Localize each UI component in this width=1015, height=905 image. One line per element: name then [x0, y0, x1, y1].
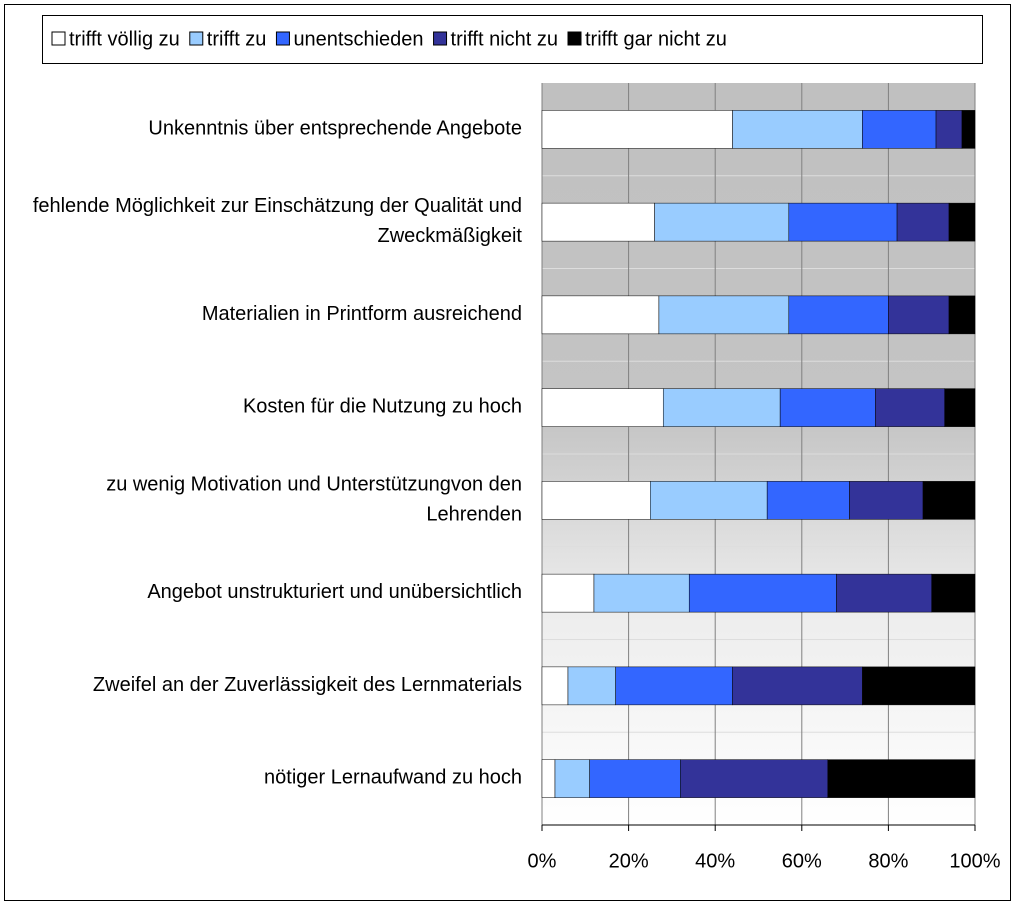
bar-segment — [788, 202, 898, 242]
legend-swatch — [189, 31, 204, 46]
legend-label: trifft völlig zu — [69, 28, 180, 50]
bar-segment — [788, 295, 889, 335]
bar-segment — [589, 759, 681, 798]
legend-swatch — [567, 31, 582, 46]
x-tick-label: 20% — [609, 850, 649, 872]
bar-segment — [836, 573, 932, 613]
bar-segment — [541, 295, 660, 335]
bar-segment — [541, 110, 733, 149]
bar-segment — [875, 388, 945, 427]
bar-segment — [779, 388, 876, 427]
bar-segment — [662, 388, 781, 427]
bar-segment — [554, 759, 590, 798]
legend-swatch — [51, 31, 66, 46]
y-tick-label: Materialien in Printform ausreichend — [202, 303, 522, 325]
bar-segment — [654, 202, 790, 242]
bar-segment — [931, 573, 976, 613]
bar-segment — [896, 202, 950, 242]
bar-segment — [593, 573, 690, 613]
bar-segment — [766, 481, 850, 520]
y-tick-label: Kosten für die Nutzung zu hoch — [243, 396, 522, 418]
legend-label: trifft zu — [207, 28, 267, 50]
bar-segment — [849, 481, 924, 520]
bar-segment — [935, 110, 963, 149]
legend-label: trifft nicht zu — [451, 28, 558, 50]
x-tick-label: 80% — [868, 850, 908, 872]
bar-segment — [680, 759, 829, 798]
x-tick-label: 60% — [782, 850, 822, 872]
y-tick-label: nötiger Lernaufwand zu hoch — [264, 767, 522, 789]
bar-segment — [732, 666, 863, 706]
bar-segment — [961, 110, 976, 149]
y-tick-label: zu wenig Motivation und Unterstützungvon… — [106, 474, 522, 526]
y-tick-label: Unkenntnis über entsprechende Angebote — [148, 118, 522, 140]
x-tick-label: 40% — [695, 850, 735, 872]
bar-segment — [862, 110, 937, 149]
bar-segment — [650, 481, 768, 520]
y-tick-label: Zweifel an der Zuverlässigkeit des Lernm… — [93, 674, 522, 696]
bar-segment — [567, 666, 616, 706]
legend-swatch — [433, 31, 448, 46]
bar-segment — [615, 666, 733, 706]
legend-label: unentschieden — [293, 28, 423, 50]
bar-segment — [948, 202, 976, 242]
bar-segment — [541, 202, 655, 242]
legend-label: trifft gar nicht zu — [585, 28, 727, 50]
legend-swatch — [275, 31, 290, 46]
bar-segment — [658, 295, 790, 335]
bar-segment — [541, 666, 569, 706]
bar-segment — [688, 573, 837, 613]
y-tick-label: Angebot unstrukturiert und unübersichtli… — [147, 581, 522, 603]
y-tick-label: fehlende Möglichkeit zur Einschätzung de… — [33, 195, 523, 247]
bar-segment — [888, 295, 950, 335]
bar-segment — [541, 388, 664, 427]
bar-segment — [541, 573, 595, 613]
bar-segment — [541, 481, 651, 520]
x-tick-label: 0% — [528, 850, 557, 872]
bar-segment — [948, 295, 976, 335]
bar-segment — [922, 481, 976, 520]
bar-segment — [944, 388, 976, 427]
bar-segment — [827, 759, 976, 798]
bar-segment — [541, 759, 556, 798]
bar-segment — [732, 110, 863, 149]
x-tick-label: 100% — [949, 850, 1000, 872]
bar-segment — [862, 666, 976, 706]
